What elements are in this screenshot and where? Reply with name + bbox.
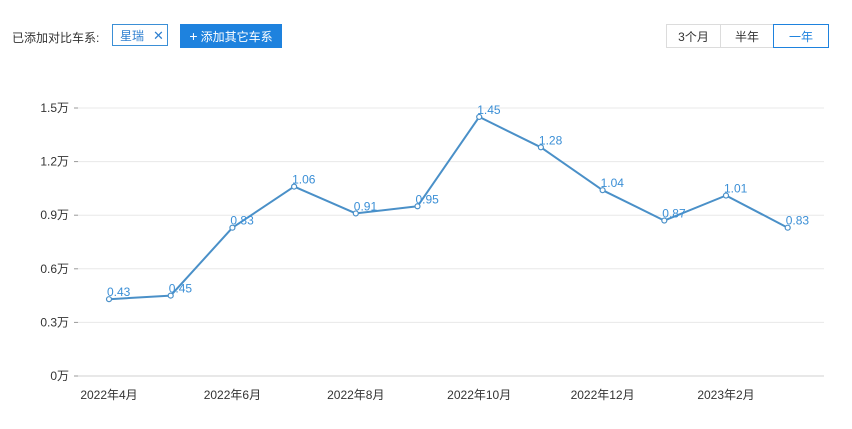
y-tick-label: 1.5万 [40, 101, 69, 115]
data-label: 1.04 [601, 176, 625, 190]
x-tick-label: 2022年6月 [204, 388, 261, 402]
data-label: 0.95 [416, 192, 440, 206]
data-point[interactable] [537, 144, 545, 151]
data-point[interactable] [229, 224, 236, 231]
data-label: 0.45 [169, 282, 193, 296]
data-point[interactable] [352, 210, 359, 217]
range-selector: 3个月 半年 一年 [666, 24, 829, 48]
x-tick-label: 2023年2月 [697, 388, 754, 402]
x-tick-label: 2022年10月 [447, 388, 511, 402]
data-label: 1.06 [292, 173, 316, 187]
plus-icon: + [189, 28, 198, 44]
data-point[interactable] [476, 113, 483, 121]
data-point[interactable] [414, 203, 421, 210]
data-label: 0.83 [230, 214, 254, 228]
y-tick-label: 0.6万 [40, 262, 69, 276]
x-tick-label: 2022年12月 [571, 388, 635, 402]
range-3-months-button[interactable]: 3个月 [666, 24, 721, 48]
x-tick-label: 2022年8月 [327, 388, 384, 402]
data-point[interactable] [784, 224, 791, 231]
x-tick-label: 2022年4月 [80, 388, 137, 402]
add-series-label: 添加其它车系 [200, 29, 273, 44]
data-point[interactable] [167, 292, 174, 299]
y-tick-label: 0.9万 [40, 208, 69, 222]
toolbar: 已添加对比车系: 星瑞 ✕ + 添加其它车系 3个月 半年 一年 [0, 0, 852, 60]
sales-line-chart: 0万 0.3万 0.6万 0.9万 1.2万 1.5万 2022年4月 2022年6月 202… [40, 101, 824, 402]
data-label: 1.28 [539, 133, 563, 147]
data-label: 0.87 [662, 207, 686, 221]
data-point[interactable] [291, 183, 298, 190]
data-label: 1.01 [724, 182, 748, 196]
data-label: 0.83 [786, 214, 810, 228]
data-point[interactable] [722, 192, 730, 199]
data-point[interactable] [661, 217, 668, 224]
add-series-button[interactable]: + 添加其它车系 [180, 24, 282, 48]
data-label: 0.91 [354, 199, 378, 213]
series-line [108, 115, 789, 301]
close-icon[interactable]: ✕ [153, 27, 164, 43]
range-one-year-button[interactable]: 一年 [773, 24, 829, 48]
data-point[interactable] [105, 296, 113, 303]
compare-label: 已添加对比车系: [12, 31, 100, 45]
range-half-year-button[interactable]: 半年 [720, 24, 774, 48]
data-label: 1.45 [477, 103, 501, 117]
selected-series-name: 星瑞 [120, 28, 145, 43]
y-tick-label: 0万 [50, 369, 69, 383]
y-tick-label: 1.2万 [40, 155, 69, 169]
y-tick-label: 0.3万 [40, 315, 69, 329]
data-point[interactable] [599, 187, 606, 194]
selected-series-tag[interactable]: 星瑞 ✕ [112, 24, 168, 46]
data-label: 0.43 [107, 285, 131, 299]
